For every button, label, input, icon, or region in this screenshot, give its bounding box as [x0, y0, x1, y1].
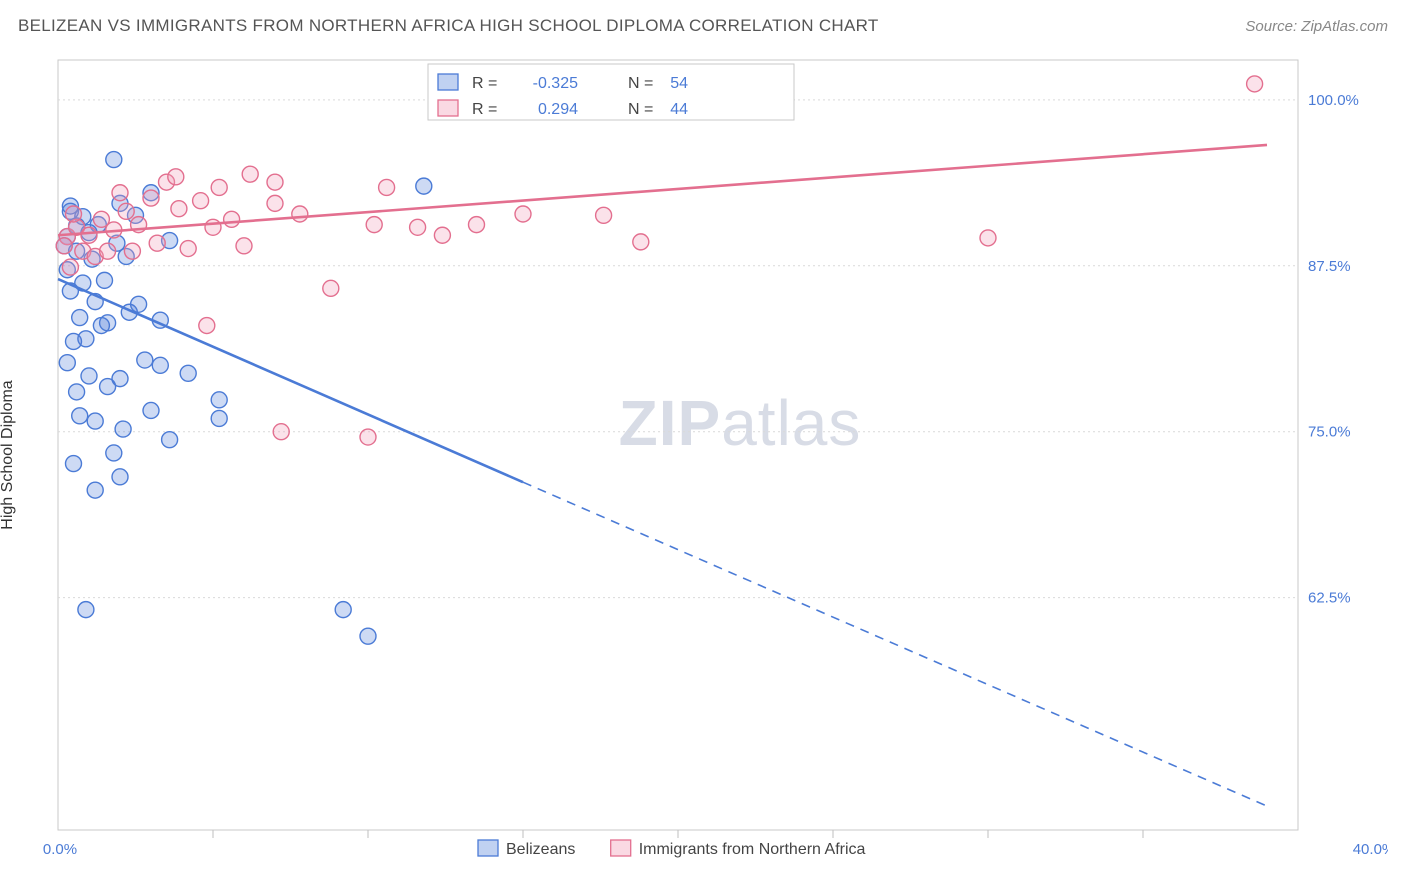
y-tick-label: 100.0% [1308, 92, 1359, 109]
data-point-belizeans [115, 421, 131, 437]
data-point-northern-africa [66, 206, 82, 222]
legend-swatch [438, 100, 458, 116]
data-point-northern-africa [62, 259, 78, 275]
source-credit: Source: ZipAtlas.com [1245, 18, 1388, 35]
scatter-chart: ZIPatlas 100.0% 87.5% 75.0% 62.5% 0.0% 40.0% R … [18, 50, 1388, 860]
data-point-northern-africa [168, 169, 184, 185]
data-point-belizeans [78, 331, 94, 347]
data-point-northern-africa [180, 241, 196, 257]
legend-label: Belizeans [506, 841, 575, 858]
data-point-northern-africa [410, 219, 426, 235]
legend-swatch [611, 840, 631, 856]
data-point-belizeans [180, 365, 196, 381]
data-point-belizeans [106, 445, 122, 461]
data-point-northern-africa [292, 206, 308, 222]
n-label: N = [628, 75, 653, 92]
data-point-northern-africa [205, 219, 221, 235]
data-point-northern-africa [273, 424, 289, 440]
data-point-belizeans [72, 408, 88, 424]
data-point-northern-africa [515, 206, 531, 222]
chart-title: BELIZEAN VS IMMIGRANTS FROM NORTHERN AFR… [18, 16, 879, 36]
data-point-belizeans [335, 602, 351, 618]
data-point-northern-africa [360, 429, 376, 445]
data-point-northern-africa [56, 238, 72, 254]
data-point-northern-africa [112, 185, 128, 201]
legend-label: Immigrants from Northern Africa [639, 841, 866, 858]
data-point-northern-africa [143, 190, 159, 206]
data-point-northern-africa [596, 207, 612, 223]
data-point-northern-africa [242, 166, 258, 182]
data-point-belizeans [211, 392, 227, 408]
data-point-northern-africa [149, 235, 165, 251]
data-point-northern-africa [379, 179, 395, 195]
data-point-belizeans [137, 352, 153, 368]
data-point-belizeans [59, 355, 75, 371]
data-point-belizeans [81, 368, 97, 384]
data-point-belizeans [162, 432, 178, 448]
data-point-belizeans [360, 628, 376, 644]
data-point-northern-africa [211, 179, 227, 195]
header: BELIZEAN VS IMMIGRANTS FROM NORTHERN AFR… [18, 16, 1388, 36]
data-point-northern-africa [366, 217, 382, 233]
data-point-northern-africa [434, 227, 450, 243]
data-point-belizeans [72, 310, 88, 326]
y-tick-label: 75.0% [1308, 424, 1351, 441]
trend-line-northern-africa [58, 145, 1267, 235]
data-point-belizeans [97, 272, 113, 288]
x-tick-label: 40.0% [1353, 841, 1388, 858]
data-point-belizeans [131, 296, 147, 312]
source-prefix: Source: [1245, 18, 1301, 35]
r-label: R = [472, 75, 497, 92]
data-point-northern-africa [171, 201, 187, 217]
data-point-belizeans [87, 482, 103, 498]
n-value: 44 [670, 101, 688, 118]
data-point-belizeans [66, 456, 82, 472]
watermark: ZIPatlas [619, 387, 862, 459]
data-point-northern-africa [118, 203, 134, 219]
y-tick-label: 87.5% [1308, 258, 1351, 275]
chart-area: High School Diploma ZIPatlas100.0%87.5%7… [18, 50, 1388, 860]
data-point-belizeans [106, 152, 122, 168]
data-point-belizeans [100, 379, 116, 395]
data-point-northern-africa [1247, 76, 1263, 92]
data-point-northern-africa [267, 174, 283, 190]
data-point-northern-africa [323, 280, 339, 296]
data-point-northern-africa [224, 211, 240, 227]
data-point-belizeans [78, 602, 94, 618]
x-tick-label: 0.0% [43, 841, 77, 858]
data-point-northern-africa [199, 318, 215, 334]
data-point-northern-africa [100, 243, 116, 259]
data-point-belizeans [211, 410, 227, 426]
data-point-belizeans [112, 469, 128, 485]
data-point-belizeans [416, 178, 432, 194]
y-tick-label: 62.5% [1308, 590, 1351, 607]
r-label: R = [472, 101, 497, 118]
y-axis-label: High School Diploma [0, 380, 17, 529]
n-value: 54 [670, 75, 688, 92]
data-point-belizeans [87, 413, 103, 429]
n-label: N = [628, 101, 653, 118]
legend-swatch [478, 840, 498, 856]
trend-line-dashed-belizeans [523, 482, 1267, 806]
data-point-belizeans [143, 402, 159, 418]
data-point-northern-africa [193, 193, 209, 209]
data-point-belizeans [69, 384, 85, 400]
data-point-belizeans [100, 315, 116, 331]
data-point-northern-africa [236, 238, 252, 254]
data-point-northern-africa [267, 195, 283, 211]
r-value: -0.325 [533, 75, 578, 92]
data-point-northern-africa [980, 230, 996, 246]
data-point-northern-africa [633, 234, 649, 250]
r-value: 0.294 [538, 101, 578, 118]
data-point-belizeans [152, 357, 168, 373]
data-point-northern-africa [81, 227, 97, 243]
source-name: ZipAtlas.com [1301, 18, 1388, 35]
legend-swatch [438, 74, 458, 90]
data-point-northern-africa [469, 217, 485, 233]
data-point-northern-africa [124, 243, 140, 259]
